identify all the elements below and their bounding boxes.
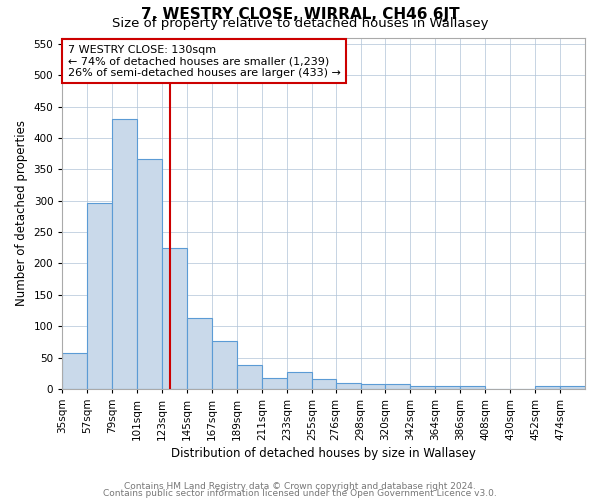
Bar [262,378,287,389]
Bar [436,386,460,389]
Bar [361,384,385,389]
Bar [237,365,262,389]
Bar [312,380,335,389]
Bar [87,203,112,389]
Bar [187,318,212,389]
Bar [162,248,187,389]
Bar [535,386,560,389]
Bar [62,353,87,389]
Text: Size of property relative to detached houses in Wallasey: Size of property relative to detached ho… [112,18,488,30]
Bar [560,386,585,389]
Bar [410,386,436,389]
X-axis label: Distribution of detached houses by size in Wallasey: Distribution of detached houses by size … [171,447,476,460]
Y-axis label: Number of detached properties: Number of detached properties [15,120,28,306]
Bar [287,372,312,389]
Text: Contains public sector information licensed under the Open Government Licence v3: Contains public sector information licen… [103,489,497,498]
Text: Contains HM Land Registry data © Crown copyright and database right 2024.: Contains HM Land Registry data © Crown c… [124,482,476,491]
Bar [460,386,485,389]
Bar [212,340,237,389]
Bar [112,119,137,389]
Text: 7 WESTRY CLOSE: 130sqm
← 74% of detached houses are smaller (1,239)
26% of semi-: 7 WESTRY CLOSE: 130sqm ← 74% of detached… [68,44,340,78]
Text: 7, WESTRY CLOSE, WIRRAL, CH46 6JT: 7, WESTRY CLOSE, WIRRAL, CH46 6JT [140,8,460,22]
Bar [385,384,410,389]
Bar [335,382,361,389]
Bar [137,159,162,389]
